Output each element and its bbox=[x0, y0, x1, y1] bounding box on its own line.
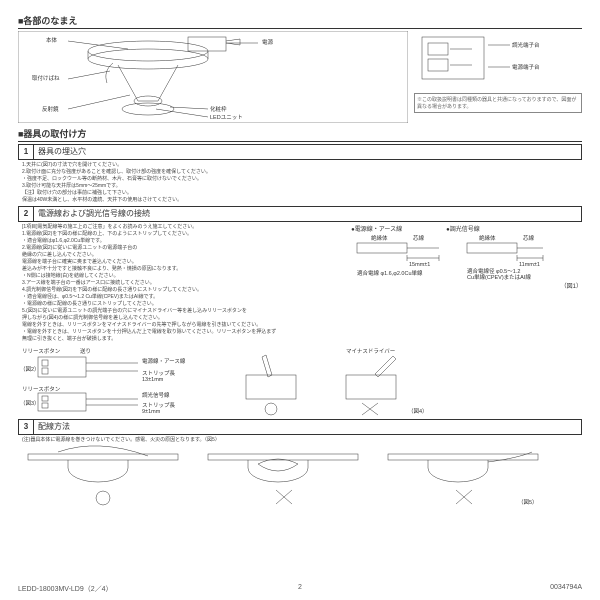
label-power: 電源 bbox=[262, 38, 274, 46]
svg-text:調光端子台: 調光端子台 bbox=[512, 41, 540, 49]
svg-text:（図3）: （図3） bbox=[20, 400, 40, 407]
sub1-notes: 1.天井に(図7)の寸法で穴を開けてください。2.取付け面に充分な強度があること… bbox=[18, 162, 582, 204]
label-spring: 取付けばね bbox=[32, 74, 60, 82]
footer: LEDD-18003MV-LD9（2／4） 2 0034794A bbox=[18, 584, 582, 594]
section-parts-title: ■各部のなまえ bbox=[18, 14, 582, 29]
sub1: 1器具の埋込穴 bbox=[18, 144, 582, 160]
terminal-diagrams: リリースボタン送り 電源線・アース線 ストリップ長13±1mm （図2） リリー… bbox=[18, 345, 582, 417]
svg-text:ストリップ長: ストリップ長 bbox=[142, 370, 176, 377]
svg-text:（図2）: （図2） bbox=[20, 366, 40, 373]
svg-text:電源線・アース線: 電源線・アース線 bbox=[142, 357, 186, 365]
svg-text:芯線: 芯線 bbox=[523, 234, 535, 242]
svg-text:送り: 送り bbox=[80, 347, 91, 355]
footer-center: 2 bbox=[298, 584, 302, 591]
label-body: 本体 bbox=[46, 36, 58, 44]
fig1-label: （図1） bbox=[351, 281, 582, 290]
parts-diagram: 本体 取付けばね 反射鏡 電源 化粧枠 LEDユニット 調光端子台 電源端子台 … bbox=[18, 31, 582, 123]
svg-text:Cu単線(CPEV)またはAI線: Cu単線(CPEV)またはAI線 bbox=[467, 273, 531, 281]
sub2-notes: [1項目]電気配線等の施工上のご注意」をよくお読みのうえ施工してください。1.電… bbox=[18, 224, 345, 344]
svg-text:ストリップ長: ストリップ長 bbox=[142, 402, 176, 409]
sub3-note: (注)器具本体に電源線を巻きつけないでください。感電、火災の原因となります。（図… bbox=[18, 437, 582, 444]
label-reflector: 反射鏡 bbox=[42, 105, 59, 113]
svg-text:絶縁体: 絶縁体 bbox=[371, 234, 388, 242]
svg-text:芯線: 芯線 bbox=[413, 234, 425, 242]
sub2: 2電源線および調光信号線の接続 bbox=[18, 206, 582, 222]
svg-text:適合電線径 φ0.5〜1.2: 適合電線径 φ0.5〜1.2 bbox=[467, 267, 520, 275]
label-trim: 化粧枠 bbox=[210, 105, 227, 113]
sub3: 3配線方法 bbox=[18, 419, 582, 435]
svg-text:マイナスドライバー: マイナスドライバー bbox=[346, 348, 395, 355]
svg-text:リリースボタン: リリースボタン bbox=[22, 347, 61, 355]
svg-text:13±1mm: 13±1mm bbox=[142, 377, 164, 383]
svg-text:リリースボタン: リリースボタン bbox=[22, 385, 61, 393]
svg-text:15mm±1: 15mm±1 bbox=[409, 262, 430, 268]
svg-text:適合電線 φ1.6,φ2.0Cu単線: 適合電線 φ1.6,φ2.0Cu単線 bbox=[357, 269, 423, 277]
parts-note: ※この取扱説明書は同種類の器具と共通になっておりますので、図面が異なる場合があり… bbox=[414, 93, 582, 113]
svg-text:（図4）: （図4） bbox=[408, 408, 428, 415]
svg-text:（図5）: （図5） bbox=[518, 499, 538, 506]
wire-diagrams: ●電源線・アース線●調光信号線 絶縁体芯線 15mm±1 適合電線 φ1.6,φ… bbox=[351, 224, 582, 344]
section-install-title: ■器具の取付け方 bbox=[18, 127, 582, 142]
svg-text:絶縁体: 絶縁体 bbox=[479, 234, 496, 242]
svg-text:9±1mm: 9±1mm bbox=[142, 409, 161, 415]
svg-text:電源端子台: 電源端子台 bbox=[512, 63, 540, 71]
svg-text:11mm±1: 11mm±1 bbox=[519, 262, 540, 268]
footer-left: LEDD-18003MV-LD9（2／4） bbox=[18, 584, 113, 594]
footer-right: 0034794A bbox=[550, 584, 582, 594]
wiring-method-diagram: （図5） bbox=[18, 444, 558, 508]
svg-text:調光信号線: 調光信号線 bbox=[142, 391, 170, 399]
label-led: LEDユニット bbox=[210, 114, 243, 121]
